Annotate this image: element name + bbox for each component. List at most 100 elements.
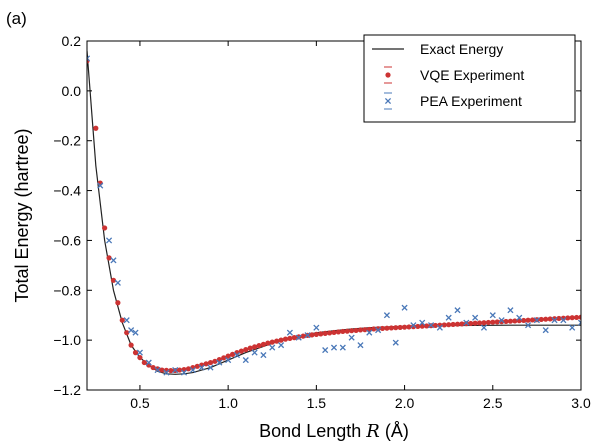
vqe-experiment-point [525,317,531,323]
vqe-experiment-point [335,329,342,335]
pea-experiment-point [366,329,373,336]
x-tick-label: 2.0 [395,395,415,411]
vqe-experiment-point [124,330,130,336]
pea-experiment-point [233,352,241,359]
vqe-experiment-point [397,324,403,331]
pea-experiment-point [225,357,232,364]
vqe-experiment-point [115,300,121,306]
vqe-experiment-point [512,318,518,324]
pea-experiment-point [269,344,276,351]
pea-experiment-point [577,319,581,326]
vqe-experiment-point [247,345,253,351]
pea-experiment-point [392,339,399,346]
vqe-experiment-point [207,359,214,366]
vqe-experiment-point [415,323,421,330]
pea-experiment-point [114,279,121,286]
pea-experiment-point [525,322,532,329]
vqe-experiment-point [132,350,139,356]
vqe-experiment-point [119,317,125,323]
pea-experiment-point [454,307,461,314]
y-tick-label: 0.0 [62,83,82,99]
pea-experiment-point [427,322,435,329]
vqe-experiment-point [150,364,156,371]
legend-marker [385,72,391,78]
pea-experiment-point [105,237,113,244]
vqe-experiment-point [159,367,165,373]
pea-experiment-point [410,322,417,329]
vqe-experiment-point [472,320,478,326]
vqe-experiment-point [318,331,324,337]
vqe-experiment-point [410,324,416,330]
x-tick-label: 3.0 [571,395,591,411]
vqe-experiment-point [468,320,474,327]
plot-frame [86,40,582,391]
vqe-experiment-point [203,361,209,367]
vqe-experiment-point [309,332,315,338]
y-tick-label: −0.8 [53,282,81,298]
x-axis-label: Bond Length R (Å) [259,421,409,442]
pea-experiment-point [313,324,320,331]
vqe-experiment-point [432,322,439,329]
x-tick-label: 1.0 [218,395,238,411]
pea-experiment-point [542,327,549,334]
vqe-experiment-point [282,336,289,342]
pea-experiment-point [436,324,443,331]
vqe-experiment-point [185,366,192,372]
x-axis: 0.5 1.0 1.5 2.0 2.5 3.0 [130,41,591,411]
pea-experiment-point [472,314,479,321]
vqe-experiment-point [450,321,456,328]
vqe-experiment-point [141,359,147,366]
vqe-experiment-point [538,316,544,323]
x-tick-label: 2.5 [483,395,503,411]
vqe-experiment-point [93,125,99,131]
vqe-experiment-point [476,320,483,326]
vqe-experiment-point [212,358,218,364]
pea-experiment-point [375,327,382,334]
pea-experiment-point [132,329,139,336]
pea-experiment-point [242,357,249,364]
vqe-experiment-point [225,353,231,359]
pea-experiment-point [110,257,117,264]
vqe-experiment-point [388,325,394,331]
pea-experiment-series [87,55,581,376]
vqe-experiment-point [274,338,280,344]
vqe-experiment-point [340,328,346,335]
pea-experiment-point [163,369,170,376]
legend-label-exact-energy: Exact Energy [420,41,503,57]
vqe-experiment-point [243,347,249,353]
y-tick-label: −0.2 [53,133,81,149]
y-tick-label: −1.2 [53,382,81,398]
vqe-experiment-point [256,343,262,349]
vqe-experiment-point [137,354,143,361]
pea-experiment-point [348,334,355,341]
pea-experiment-point [136,349,143,356]
vqe-experiment-point [353,327,359,334]
vqe-experiment-point [349,328,355,334]
vqe-experiment-point [565,315,571,321]
pea-experiment-point [260,352,267,359]
pea-experiment-point [339,344,346,351]
vqe-experiment-point [238,348,244,354]
pea-experiment-point [172,366,179,374]
pea-experiment-point [330,344,338,351]
pea-experiment-point [87,55,91,62]
panel-label: (a) [6,9,27,28]
vqe-experiment-point [371,326,377,332]
pea-experiment-point [189,366,196,374]
y-tick-label: 0.2 [62,33,82,49]
x-tick-label: 1.5 [307,395,327,411]
y-axis: −1.2 −1.0 −0.8 −0.6 −0.4 −0.2 0.0 0.2 [53,33,581,398]
vqe-experiment-point [252,344,258,350]
vqe-experiment-point [362,327,368,333]
vqe-experiment-point [521,317,527,324]
vqe-experiment-point [463,321,469,327]
vqe-experiment-point [503,318,509,325]
vqe-experiment-point [490,319,496,325]
vqe-experiment-point [547,316,553,322]
y-tick-label: −0.4 [53,183,81,199]
x-axis-label-unit: (Å) [380,421,409,441]
pea-experiment-point [145,359,152,366]
vqe-experiment-point [507,318,514,324]
pea-experiment-point [128,327,135,334]
pea-experiment-point [480,324,488,331]
